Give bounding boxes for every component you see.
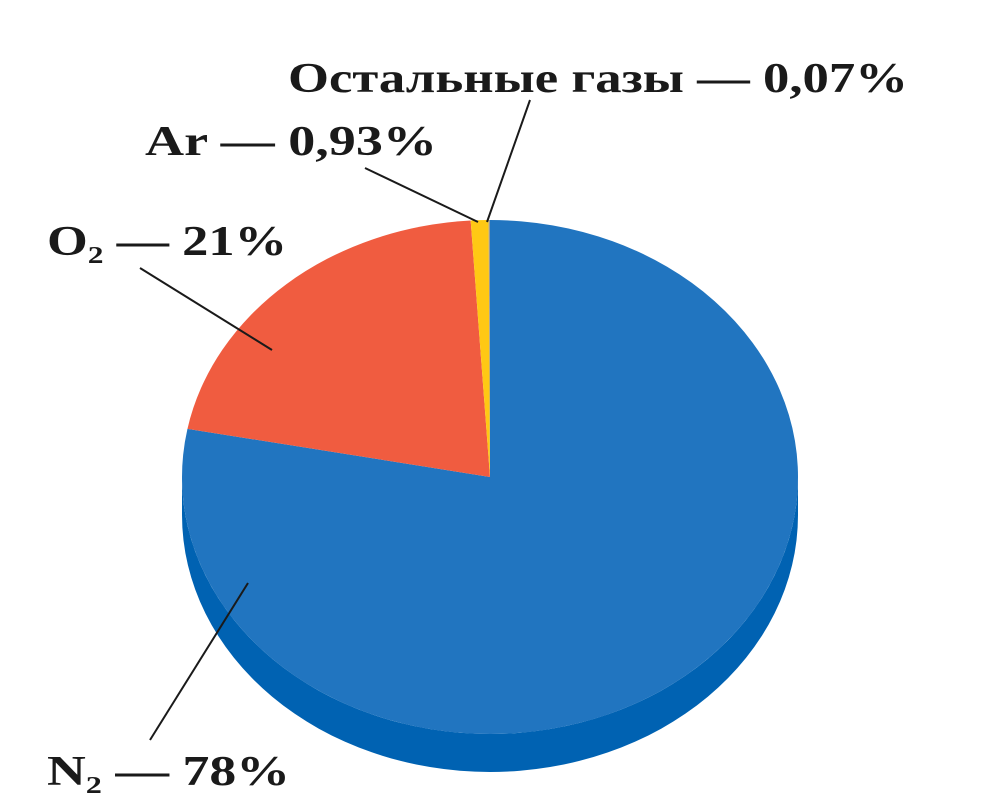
leader-line [364, 167, 479, 223]
leader-line [139, 267, 273, 351]
pie-slice [187, 220, 491, 477]
pie-slice [181, 220, 798, 734]
leader-line [149, 582, 249, 741]
pie-slice [470, 220, 490, 477]
leader-line [486, 99, 531, 223]
slice-label: O₂ — 21% [47, 219, 287, 265]
pie-slice [488, 220, 490, 477]
slice-label: N₂ — 78% [47, 749, 290, 795]
slice-label: Ar — 0,93% [145, 119, 437, 165]
pie [181, 220, 798, 772]
slice-label: Остальные газы — 0,07% [288, 56, 908, 102]
